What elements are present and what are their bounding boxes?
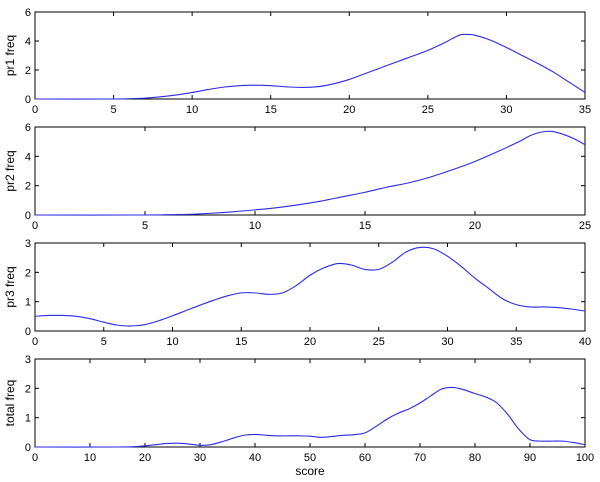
pr3-x-tick-label: 40: [579, 336, 591, 348]
pr3-x-tick-label: 30: [441, 336, 453, 348]
pr2-x-tick-label: 0: [32, 220, 38, 232]
total-y-tick-label: 0: [25, 442, 31, 454]
pr3-x-tick-label: 5: [101, 336, 107, 348]
pr1-x-tick-label: 15: [265, 104, 277, 116]
pr1-axes-frame: [34, 11, 586, 100]
total-series-line: [34, 386, 586, 448]
total-xlabel: score: [295, 464, 325, 478]
total-x-tick-label: 70: [414, 452, 426, 464]
pr3-axes-frame: [34, 242, 586, 332]
pr3-x-tick-label: 35: [510, 336, 522, 348]
pr2-x-tick-label: 25: [579, 220, 591, 232]
pr2-y-tick-label: 6: [25, 122, 31, 134]
pr3-y-tick-label: 0: [25, 326, 31, 338]
total-axes-frame: [34, 358, 586, 448]
pr1-y-tick-label: 2: [25, 65, 31, 77]
pr3-x-tick-label: 15: [235, 336, 247, 348]
subplot-total: 0 10 20 30 40 50 60 70 80 90 100 0 1 2 3 total freq scor…: [3, 354, 594, 478]
pr3-x-tick-label: 20: [304, 336, 316, 348]
pr3-y-tick-label: 1: [25, 297, 31, 309]
pr3-ylabel: pr3 freq: [3, 266, 17, 307]
pr2-y-tick-label: 4: [25, 151, 31, 163]
total-x-tick-label: 30: [194, 452, 206, 464]
pr1-y-tick-label: 4: [25, 36, 31, 48]
pr3-y-tick-label: 2: [25, 267, 31, 279]
pr1-y-tick-label: 6: [25, 7, 31, 19]
pr1-x-tick-label: 20: [343, 104, 355, 116]
total-x-tick-label: 20: [139, 452, 151, 464]
total-x-tick-label: 60: [359, 452, 371, 464]
pr2-axes-frame: [34, 126, 586, 216]
pr3-x-tick-label: 10: [166, 336, 178, 348]
subplot-pr3: 0 5 10 15 20 25 30 35 40 0 1 2 3 pr3 freq: [3, 238, 591, 348]
pr1-x-tick-label: 0: [32, 104, 38, 116]
total-x-tick-label: 90: [524, 452, 536, 464]
total-x-tick-label: 10: [84, 452, 96, 464]
total-y-tick-label: 3: [25, 354, 31, 366]
pr2-ylabel: pr2 freq: [3, 150, 17, 191]
pr3-series-line: [34, 246, 586, 327]
total-y-tick-label: 1: [25, 413, 31, 425]
subplot-pr1: 0 5 10 15 20 25 30 35 0 2 4 6 pr1 freq: [3, 7, 591, 116]
total-x-tick-label: 80: [469, 452, 481, 464]
pr1-series-line: [34, 33, 586, 100]
total-x-tick-label: 100: [576, 452, 594, 464]
pr1-x-tick-label: 35: [579, 104, 591, 116]
pr3-y-tick-label: 3: [25, 238, 31, 250]
total-y-tick-label: 2: [25, 383, 31, 395]
pr1-ylabel: pr1 freq: [3, 35, 17, 76]
pr2-x-tick-label: 5: [142, 220, 148, 232]
pr1-x-tick-label: 5: [111, 104, 117, 116]
pr2-x-tick-label: 15: [359, 220, 371, 232]
pr2-x-tick-label: 20: [469, 220, 481, 232]
pr1-y-tick-label: 0: [25, 94, 31, 106]
pr3-x-tick-label: 25: [373, 336, 385, 348]
pr1-x-tick-label: 10: [186, 104, 198, 116]
pr2-y-tick-label: 2: [25, 181, 31, 193]
total-x-tick-label: 40: [249, 452, 261, 464]
total-ylabel: total freq: [3, 380, 17, 427]
pr2-x-tick-label: 10: [249, 220, 261, 232]
subplot-pr2: 0 5 10 15 20 25 0 2 4 6 pr2 freq: [3, 122, 591, 232]
pr3-x-tick-label: 0: [32, 336, 38, 348]
pr2-y-tick-label: 0: [25, 210, 31, 222]
pr1-x-tick-label: 30: [500, 104, 512, 116]
total-x-tick-label: 0: [32, 452, 38, 464]
total-x-tick-label: 50: [304, 452, 316, 464]
pr1-x-tick-label: 25: [422, 104, 434, 116]
pr2-series-line: [34, 130, 586, 216]
